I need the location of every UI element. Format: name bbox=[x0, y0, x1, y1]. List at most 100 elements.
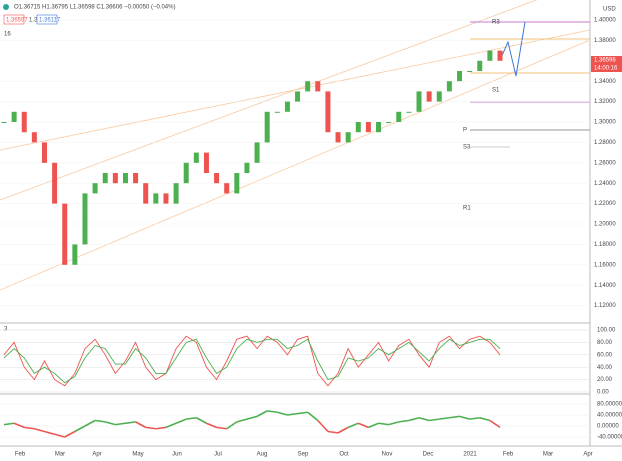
mom-segment bbox=[267, 410, 278, 414]
mom-segment bbox=[439, 416, 450, 420]
candle bbox=[254, 142, 260, 163]
candle bbox=[183, 162, 189, 184]
candle bbox=[52, 162, 58, 204]
osc-line bbox=[3, 335, 501, 387]
candle bbox=[467, 71, 473, 72]
candle bbox=[335, 132, 341, 143]
candle bbox=[376, 122, 382, 133]
candle bbox=[62, 203, 68, 265]
candle bbox=[436, 91, 442, 102]
mom-segment bbox=[206, 422, 217, 429]
countdown-box bbox=[591, 64, 622, 72]
mom-segment bbox=[418, 416, 430, 422]
ask-box[interactable] bbox=[36, 14, 58, 25]
candle bbox=[82, 193, 88, 245]
mom-segment bbox=[226, 421, 238, 430]
mom-segment bbox=[34, 427, 45, 433]
mom-segment bbox=[84, 419, 96, 427]
x-tick-label: Dec bbox=[423, 452, 434, 458]
mom-segment bbox=[94, 419, 106, 423]
bid-box[interactable] bbox=[3, 14, 25, 25]
mom-tick-label: -40.00000 bbox=[597, 435, 622, 441]
candle bbox=[365, 122, 371, 133]
channel-line bbox=[0, 39, 591, 291]
y-tick-label: 1.18000 bbox=[594, 242, 616, 248]
mom-segment bbox=[3, 422, 15, 426]
candle bbox=[102, 173, 108, 184]
mom-segment bbox=[13, 422, 25, 429]
status-dot bbox=[3, 4, 9, 10]
candle bbox=[345, 132, 351, 143]
candle bbox=[203, 152, 209, 173]
candle bbox=[193, 152, 199, 163]
candle bbox=[153, 193, 159, 204]
mom-segment bbox=[277, 411, 288, 416]
x-tick-label: Feb bbox=[15, 452, 26, 458]
spread: 1.3 bbox=[29, 18, 38, 24]
candle bbox=[457, 71, 463, 82]
candle bbox=[173, 183, 179, 204]
x-tick-label: Aug bbox=[257, 452, 268, 458]
mom-segment bbox=[297, 411, 308, 415]
ohlc: O1.36715 H1.36795 L1.36598 C1.36606 −0.0… bbox=[14, 5, 175, 11]
candle bbox=[477, 60, 483, 71]
mom-segment bbox=[165, 422, 177, 429]
mom-tick-label: 0.00000 bbox=[597, 424, 619, 430]
candle bbox=[21, 111, 27, 133]
mom-segment bbox=[307, 411, 319, 422]
x-tick-label: May bbox=[132, 452, 143, 458]
candle bbox=[133, 173, 139, 184]
mom-segment bbox=[74, 425, 86, 433]
candle bbox=[396, 111, 402, 122]
candle bbox=[274, 111, 280, 113]
mom-segment bbox=[54, 433, 65, 438]
y-tick-label: 1.12000 bbox=[594, 303, 616, 309]
osc-label[interactable]: 3 bbox=[4, 327, 8, 333]
pivot-label: P bbox=[463, 128, 467, 134]
osc-tick-label: 100.00 bbox=[597, 328, 616, 334]
indicator-toggle[interactable]: 16 bbox=[4, 32, 11, 38]
mom-segment bbox=[175, 418, 187, 424]
candle bbox=[234, 173, 240, 194]
mom-segment bbox=[105, 421, 116, 426]
candle bbox=[41, 142, 47, 163]
candle bbox=[244, 162, 250, 173]
y-tick-label: 1.20000 bbox=[594, 222, 616, 228]
pivot-label: R3 bbox=[492, 20, 500, 26]
channel-line bbox=[0, 29, 591, 151]
candle bbox=[426, 91, 432, 102]
candle bbox=[284, 101, 290, 112]
candle bbox=[325, 91, 331, 133]
x-tick-label: Jul bbox=[214, 452, 222, 458]
mom-segment bbox=[449, 415, 460, 419]
pivot-label: S1 bbox=[492, 88, 500, 94]
osc-tick-label: 60.00 bbox=[597, 352, 613, 358]
pivot-label: S3 bbox=[463, 145, 471, 151]
mom-segment bbox=[388, 421, 399, 426]
candle bbox=[497, 50, 503, 61]
bid: 1.36597 bbox=[6, 18, 28, 24]
y-tick-label: 1.16000 bbox=[594, 262, 616, 268]
x-tick-label: Mar bbox=[543, 452, 553, 458]
candle bbox=[122, 173, 128, 184]
mom-segment bbox=[287, 412, 298, 416]
pivot-label: R1 bbox=[463, 206, 471, 212]
candle bbox=[416, 91, 422, 112]
candle bbox=[224, 183, 230, 194]
mom-segment bbox=[115, 422, 126, 426]
mom-segment bbox=[378, 422, 389, 426]
mom-segment bbox=[44, 430, 55, 436]
osc-tick-label: 0.00 bbox=[597, 390, 609, 396]
y-tick-label: 1.40000 bbox=[594, 18, 616, 24]
mom-segment bbox=[186, 416, 197, 420]
mom-segment bbox=[246, 415, 258, 420]
y-tick-label: 1.30000 bbox=[594, 120, 616, 126]
countdown: 14:00:16 bbox=[594, 66, 618, 72]
candle bbox=[143, 183, 149, 204]
mom-segment bbox=[398, 419, 410, 423]
candle bbox=[446, 81, 452, 92]
y-tick-label: 1.28000 bbox=[594, 140, 616, 146]
mom-segment bbox=[337, 426, 349, 434]
